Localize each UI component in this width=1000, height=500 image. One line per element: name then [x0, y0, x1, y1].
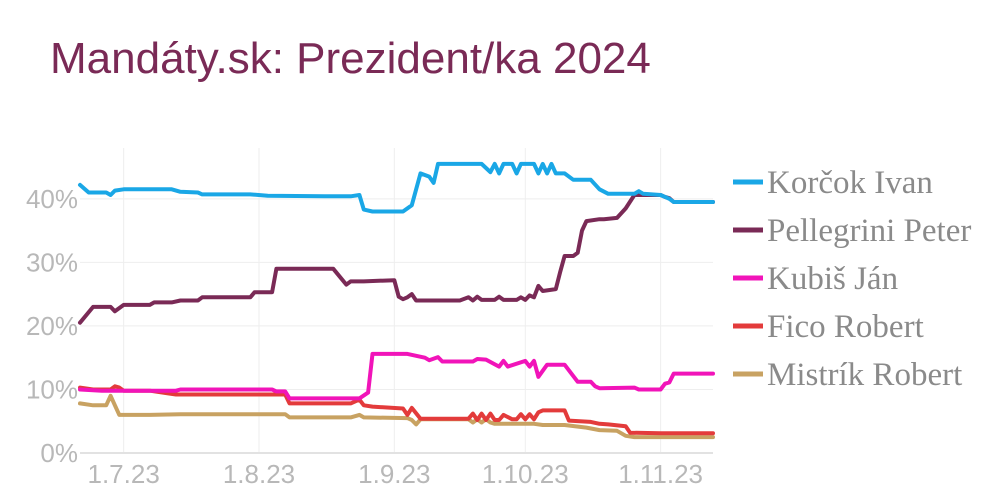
series-line-0[interactable] — [78, 161, 715, 214]
legend-item[interactable]: Mistrík Robert — [733, 357, 962, 393]
y-tick-label: 40% — [26, 184, 78, 214]
y-tick-label: 0% — [40, 438, 78, 468]
y-tick-label: 30% — [26, 247, 78, 277]
x-tick-label: 1.7.23 — [88, 459, 160, 489]
y-tick-label: 20% — [26, 311, 78, 341]
legend[interactable]: Korčok Ivan Pellegrini Peter Kubiš Ján Fico… — [733, 165, 971, 393]
x-tick-label: 1.10.23 — [482, 459, 569, 489]
y-tick-label: 10% — [26, 374, 78, 404]
legend-label: Pellegrini Peter — [767, 213, 971, 249]
legend-item[interactable]: Kubiš Ján — [733, 261, 898, 297]
axis-layer: 0% 10% 20% 30% 40% 1.7.23 1.8.23 1.9.23 1.10.23 1… — [26, 184, 713, 489]
chart-title: Mandáty.sk: Prezident/ka 2024 — [50, 34, 651, 83]
series-line-4[interactable] — [78, 393, 715, 440]
legend-item[interactable]: Korčok Ivan — [733, 165, 933, 201]
lines-layer — [78, 161, 715, 440]
series-line-3[interactable] — [78, 384, 715, 436]
series-line-2[interactable] — [78, 351, 715, 401]
legend-item[interactable]: Fico Robert — [733, 309, 924, 345]
x-tick-label: 1.8.23 — [223, 459, 295, 489]
legend-item[interactable]: Pellegrini Peter — [733, 213, 971, 249]
legend-label: Fico Robert — [767, 309, 924, 345]
x-tick-label: 1.11.23 — [618, 459, 703, 489]
x-tick-label: 1.9.23 — [358, 459, 430, 489]
legend-label: Korčok Ivan — [767, 165, 933, 201]
series-line-1[interactable] — [78, 193, 715, 325]
legend-label: Mistrík Robert — [767, 357, 962, 393]
legend-label: Kubiš Ján — [767, 261, 898, 297]
